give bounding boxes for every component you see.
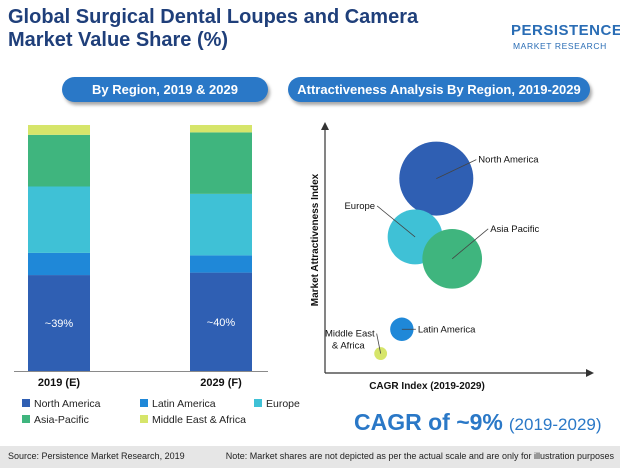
y-axis-label: Market Attractiveness Index: [310, 173, 321, 306]
legend-item-asia-pacific: Asia-Pacific: [22, 414, 89, 426]
disclaimer-note: Note: Market shares are not depicted as …: [225, 451, 614, 461]
bubble-label: North America: [478, 155, 539, 166]
bar-segment-asia-pacific-2: [190, 132, 252, 194]
bubble-label: Middle East & Africa: [325, 329, 375, 352]
bubble-leader-line: [376, 205, 416, 238]
legend-swatch: [22, 399, 30, 407]
footer-bar: Source: Persistence Market Research, 201…: [0, 446, 620, 468]
bar-data-label: ~40%: [207, 317, 236, 329]
legend-swatch: [22, 415, 30, 423]
bubble-leader-line: [436, 159, 477, 179]
bar-segment-north-america-1: [28, 275, 90, 371]
cagr-callout: CAGR of ~9% (2019-2029): [354, 409, 602, 436]
brand-logo: PERSISTENCE MARKET RESEARCH: [505, 22, 620, 56]
legend-label: Asia-Pacific: [34, 414, 89, 426]
legend-swatch: [140, 399, 148, 407]
bubble-label: Europe: [344, 201, 375, 212]
x-axis-label: CAGR Index (2019-2029): [369, 381, 485, 392]
title-line-2: Market Value Share (%): [8, 29, 229, 51]
legend-label: Europe: [266, 398, 300, 410]
bubble-leader-line: [376, 333, 382, 354]
chart-legend: North America Latin America Europe Asia-Pac…: [22, 398, 352, 434]
legend-item-europe: Europe: [254, 398, 300, 410]
source-note: Source: Persistence Market Research, 201…: [8, 451, 185, 461]
bubble-asia-pacific: [422, 228, 483, 289]
legend-item-middle-east-africa: Middle East & Africa: [140, 414, 246, 426]
legend-swatch: [254, 399, 262, 407]
bar-category-label: 2029 (F): [200, 377, 242, 389]
bar-segment-europe-2: [190, 193, 252, 256]
bar-segment-latin-america-1: [28, 252, 90, 276]
legend-item-north-america: North America: [22, 398, 101, 410]
bar-segment-latin-america-2: [190, 255, 252, 273]
bubble-leader-line: [451, 228, 489, 260]
bubble-north-america: [399, 141, 474, 216]
title-line-1: Global Surgical Dental Loupes and Camera: [8, 6, 419, 28]
page-title: Global Surgical Dental Loupes and Camera…: [8, 6, 428, 52]
logo-name: PERSISTENCE: [511, 22, 620, 39]
bubble-label: Latin America: [418, 324, 476, 335]
legend-label: Latin America: [152, 398, 216, 410]
bar-segment-north-america-2: [190, 272, 252, 371]
cagr-value: CAGR of ~9%: [354, 409, 503, 435]
left-chart-heading: By Region, 2019 & 2029: [62, 77, 268, 102]
logo-subtitle: MARKET RESEARCH: [513, 41, 607, 51]
legend-label: North America: [34, 398, 101, 410]
stacked-bar-chart: ~39% 2019 (E) ~40% 2029 (F): [14, 125, 268, 389]
bubble-label: Asia Pacific: [490, 224, 539, 235]
cagr-period: (2019-2029): [508, 415, 602, 434]
bar-segment-middle-east-africa-1: [28, 125, 90, 135]
legend-swatch: [140, 415, 148, 423]
bar-segment-middle-east-africa-2: [190, 125, 252, 133]
legend-item-latin-america: Latin America: [140, 398, 216, 410]
bar-segment-asia-pacific-1: [28, 134, 90, 187]
legend-label: Middle East & Africa: [152, 414, 246, 426]
bar-segment-europe-1: [28, 186, 90, 253]
bar-data-label: ~39%: [45, 318, 74, 330]
bubble-middle-east-africa: [374, 347, 388, 360]
bubble-chart: CAGR Index (2019-2029) Market Attractiven…: [310, 122, 594, 392]
right-chart-heading: Attractiveness Analysis By Region, 2019-…: [288, 77, 590, 102]
bar-category-label: 2019 (E): [38, 377, 81, 389]
bubble-latin-america: [390, 317, 414, 341]
